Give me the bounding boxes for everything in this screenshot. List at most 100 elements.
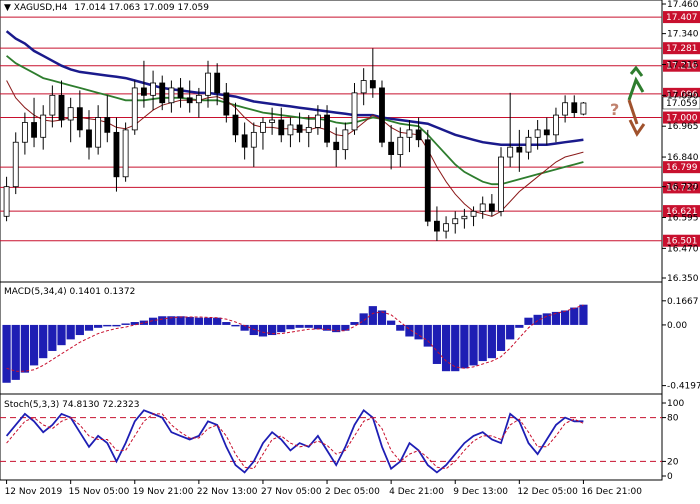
candle-bear — [232, 114, 239, 136]
macd-bar — [487, 324, 496, 359]
candle-bear — [543, 129, 550, 136]
question-mark: ? — [610, 100, 619, 119]
macd-bar — [295, 324, 304, 328]
candle-bull — [507, 146, 514, 158]
support-level-label: 16.621 — [666, 207, 698, 217]
candle-bull — [314, 114, 321, 128]
macd-bar — [396, 324, 405, 331]
moving-average-line-3 — [6, 80, 584, 217]
candle-bear — [333, 141, 340, 151]
candle-bull — [40, 114, 47, 138]
time-tick-label: 16 Dec 21:00 — [581, 487, 642, 497]
time-tick-label: 4 Dec 21:00 — [389, 487, 444, 497]
candle-bear — [186, 97, 193, 104]
macd-bar — [451, 324, 460, 372]
resistance-level-label: 17.407 — [666, 13, 698, 23]
candle-bull — [534, 129, 541, 138]
symbol-label: XAGUSD,H4 — [14, 3, 68, 13]
current-price-box — [662, 96, 700, 110]
candle-bear — [278, 119, 285, 136]
macd-bar — [478, 324, 487, 362]
macd-bar — [231, 324, 240, 327]
candle-bull — [479, 203, 486, 212]
candle-bull — [287, 124, 294, 136]
macd-bar — [506, 324, 515, 340]
macd-bar — [496, 324, 506, 351]
candle-bull — [553, 114, 559, 136]
time-tick-label: 15 Nov 05:00 — [69, 487, 130, 497]
chart-title: ▼ XAGUSD,H4 17.014 17.063 17.009 17.059 — [4, 3, 209, 13]
time-tick-label: 22 Nov 13:00 — [197, 487, 258, 497]
arrow-up-head-icon — [629, 65, 644, 77]
macd-bar — [423, 324, 432, 347]
support-level-label: 16.717 — [666, 183, 698, 193]
candle-bull — [406, 129, 413, 138]
candle-bear — [141, 87, 147, 96]
macd-bar — [313, 324, 323, 330]
candle-bull — [470, 210, 477, 217]
macd-bar — [368, 306, 377, 325]
macd-bar — [29, 324, 39, 366]
macd-bar — [103, 324, 112, 327]
stoch-signal-line — [6, 413, 584, 470]
macd-bar — [39, 324, 48, 359]
time-tick-label: 19 Nov 21:00 — [133, 487, 194, 497]
candle-bull — [498, 156, 504, 212]
candle-bear — [241, 134, 248, 148]
macd-bar — [460, 324, 469, 369]
stoch-tick-label: 0 — [667, 472, 673, 482]
candle-bear — [58, 94, 65, 121]
stoch-tick-label: 20 — [667, 457, 679, 467]
macd-bar — [405, 324, 414, 337]
candle-bull — [67, 107, 74, 121]
resistance-level-box — [663, 59, 700, 72]
macd-bar — [432, 324, 442, 364]
macd-bar — [249, 324, 258, 336]
horizontal-levels: 17.407 17.281 17.210 17.096 17.000 16.799 16.7… — [0, 11, 700, 247]
candle-bear — [434, 220, 440, 232]
price-tick-label: 16.965 — [667, 122, 699, 132]
stoch-title: Stoch(5,3,3) 74.8130 72.2323 — [4, 400, 139, 410]
stoch-tick-label: 80 — [667, 414, 679, 424]
support-level-label: 16.501 — [666, 237, 698, 247]
macd-bar — [112, 324, 121, 327]
candle-bull — [95, 117, 102, 148]
support-level-box — [663, 111, 700, 124]
macd-bar — [75, 324, 84, 336]
macd-bar — [240, 324, 249, 331]
macd-bar — [203, 317, 213, 325]
candle-bear — [76, 107, 83, 131]
arrow-down-icon — [627, 99, 639, 125]
candle-bear — [571, 102, 578, 114]
price-tick-label: 17.215 — [667, 60, 699, 70]
current-price-label: 17.059 — [666, 99, 698, 109]
price-tick-label: 17.340 — [667, 30, 699, 40]
resistance-level-label: 17.096 — [666, 90, 698, 100]
macd-bar — [11, 324, 20, 380]
candle-bull — [150, 82, 156, 96]
candle-bull — [580, 102, 587, 115]
macd-bar — [267, 324, 277, 336]
macd-indicator: 0.1667 0.00 -0.4197 — [2, 297, 700, 392]
macd-bar — [213, 317, 222, 325]
candle-bear — [296, 124, 303, 133]
support-level-box — [663, 205, 700, 218]
price-tick-label: 17.090 — [667, 91, 699, 101]
price-tick-label: 16.840 — [667, 153, 699, 163]
macd-bar — [158, 316, 167, 325]
macd-title: MACD(5,34,4) 0.1401 0.1372 — [4, 287, 135, 297]
macd-bar — [121, 323, 130, 325]
macd-bar — [533, 314, 542, 325]
macd-bar — [341, 324, 350, 331]
resistance-level-box — [663, 42, 700, 55]
macd-bar — [515, 324, 524, 328]
macd-bar — [322, 324, 332, 331]
candle-bull — [49, 94, 56, 116]
candle-bear — [159, 82, 166, 104]
time-tick-label: 12 Nov 2019 — [5, 487, 63, 497]
candle-bear — [214, 72, 221, 94]
candle-bull — [195, 94, 202, 104]
macd-bar — [48, 324, 57, 351]
